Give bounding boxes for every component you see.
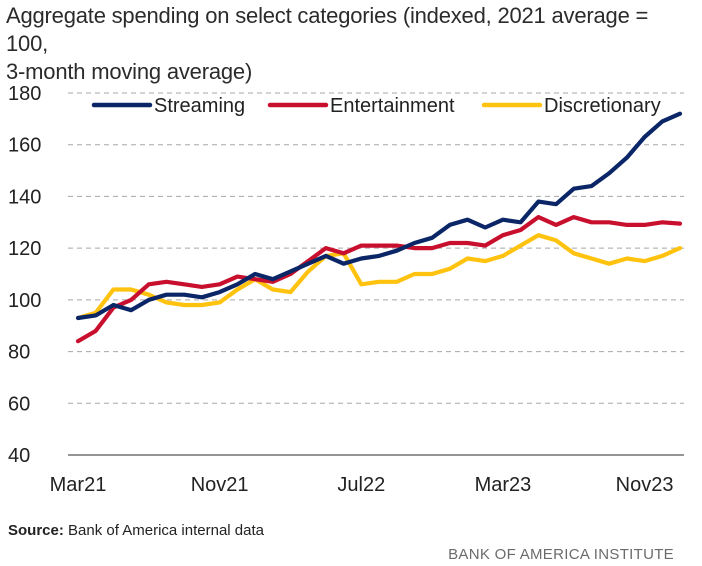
series-line-discretionary: [75, 233, 683, 321]
brand-name: BANK OF AMERICA INSTITUTE: [448, 546, 674, 563]
chart-title-line-2: 3-month moving average): [6, 59, 253, 84]
x-tick-label: Mar21: [50, 474, 107, 496]
legend-label-streaming: Streaming: [154, 95, 245, 117]
series-line-streaming: [75, 111, 683, 321]
x-tick-label: Nov21: [191, 474, 249, 496]
chart-title-line-1: Aggregate spending on select categories …: [6, 3, 649, 56]
y-tick-label: 140: [8, 186, 41, 208]
source-text: Bank of America internal data: [68, 522, 264, 539]
legend-label-entertainment: Entertainment: [330, 95, 455, 117]
chart-title: Aggregate spending on select categories …: [6, 2, 696, 86]
source-note: Source: Bank of America internal data: [8, 522, 264, 539]
x-tick-label: Jul22: [337, 474, 385, 496]
y-tick-label: 60: [8, 393, 30, 415]
series-line-entertainment: [75, 215, 683, 344]
y-tick-label: 120: [8, 238, 41, 260]
y-tick-label: 80: [8, 342, 30, 364]
y-tick-label: 40: [8, 445, 30, 467]
legend-label-discretionary: Discretionary: [544, 95, 661, 117]
x-tick-label: Nov23: [616, 474, 674, 496]
source-label: Source:: [8, 522, 64, 539]
x-tick-label: Mar23: [475, 474, 532, 496]
y-tick-label: 100: [8, 290, 41, 312]
y-tick-label: 180: [8, 83, 41, 105]
y-tick-label: 160: [8, 135, 41, 157]
